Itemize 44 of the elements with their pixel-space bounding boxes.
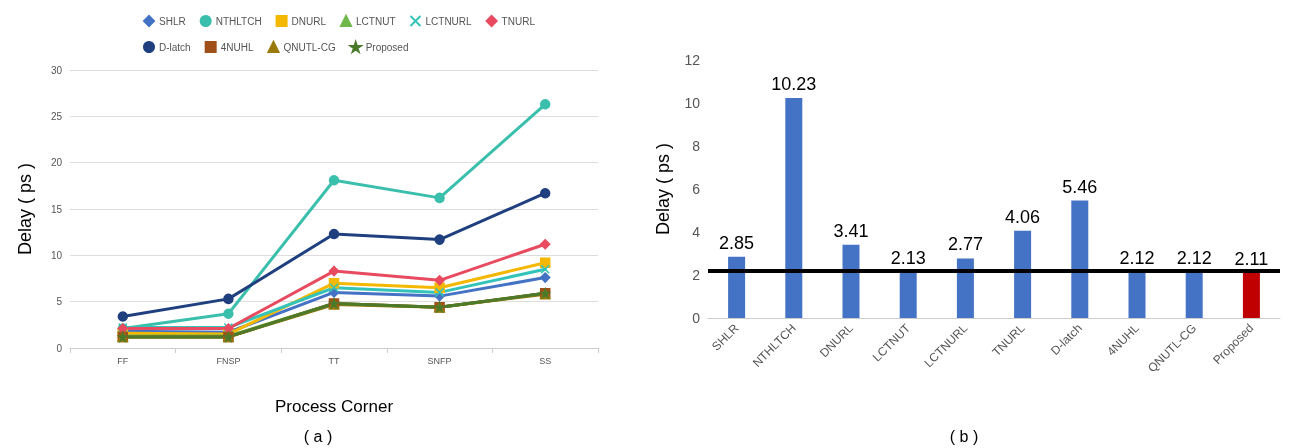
y-tick-label: 5: [56, 296, 63, 308]
legend-label: TNURL: [501, 15, 536, 27]
y-tick-label: 10: [684, 95, 701, 111]
legend-label: Proposed: [365, 41, 409, 53]
x-tick-label: SNFP: [427, 355, 452, 366]
data-label: 2.77: [947, 234, 983, 255]
legend-label: NTHLTCH: [215, 15, 262, 27]
x-tick-label: FNSP: [216, 355, 241, 366]
x-tick-label: SS: [539, 355, 552, 366]
legend-label: SHLR: [159, 15, 186, 27]
y-tick-label: 2: [692, 267, 701, 283]
y-tick-label: 30: [50, 64, 63, 76]
x-tick-label: TT: [328, 355, 340, 366]
legend-label: D-latch: [159, 41, 191, 53]
data-label: 10.23: [771, 74, 817, 95]
legend-label: LCTNUT: [356, 15, 396, 27]
data-label: 2.13: [890, 248, 926, 269]
y-tick-label: 6: [692, 181, 701, 197]
data-label: 2.11: [1234, 248, 1269, 269]
y-tick-label: 0: [692, 310, 701, 326]
text: ( b ): [949, 427, 979, 445]
data-label: 2.12: [1119, 248, 1155, 269]
legend-label: DNURL: [291, 15, 327, 27]
y-tick-label: 25: [50, 110, 63, 122]
x-axis-title: Process Corner: [274, 397, 394, 416]
y-tick-label: 4: [692, 224, 701, 240]
y-axis-title: Delay ( ps ): [15, 162, 35, 256]
y-tick-label: 0: [56, 342, 63, 354]
legend-label: LCTNURL: [425, 15, 473, 27]
data-label: 3.41: [833, 220, 869, 241]
y-axis-title: Delay ( ps ): [653, 142, 673, 236]
legend-label: QNUTL-CG: [283, 41, 336, 53]
text: ( a ): [303, 427, 333, 445]
data-label: 2.85: [719, 232, 755, 253]
y-tick-label: 10: [50, 249, 63, 261]
data-label: 4.06: [1005, 206, 1041, 227]
y-tick-label: 12: [684, 52, 701, 68]
y-tick-label: 8: [692, 138, 701, 154]
data-label: 2.12: [1176, 248, 1212, 269]
x-tick-label: FF: [117, 355, 129, 366]
y-tick-label: 20: [50, 157, 63, 169]
y-tick-label: 15: [50, 203, 63, 215]
data-label: 5.46: [1062, 176, 1098, 197]
legend-label: 4NUHL: [220, 41, 254, 53]
